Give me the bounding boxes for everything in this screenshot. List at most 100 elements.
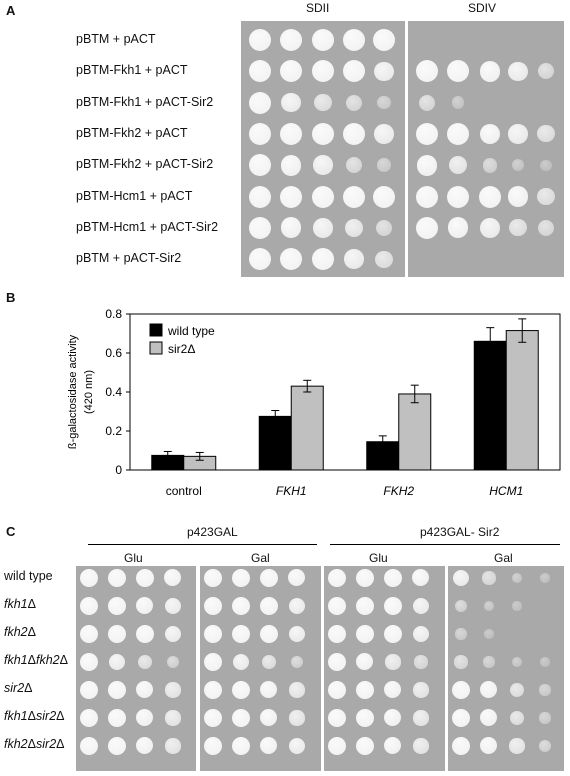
c-row-label: fkh1Δsir2Δ <box>4 709 65 723</box>
colony-spot <box>540 573 550 583</box>
colony-spot <box>280 60 302 83</box>
colony-spot <box>511 656 523 668</box>
colony-spot <box>448 156 468 175</box>
bar-fkh2-1 <box>398 393 432 471</box>
colony-spot <box>204 681 222 699</box>
colony-spot <box>328 737 346 755</box>
c-row-label: fkh2Δ <box>4 625 36 639</box>
colony-spot <box>447 60 469 83</box>
colony-spot <box>312 248 334 271</box>
column-label-sdii: SDII <box>306 1 330 15</box>
colony-spot <box>166 655 180 669</box>
colony-spot <box>447 122 469 145</box>
colony-spot <box>343 29 365 51</box>
colony-spot <box>416 122 438 145</box>
colony-spot <box>312 29 334 51</box>
colony-spot <box>538 739 552 753</box>
colony-spot <box>260 737 278 755</box>
colony-spot <box>232 625 250 643</box>
colony-spot <box>384 569 402 587</box>
subgroup-label-gal-2: Gal <box>494 551 513 565</box>
a-row-label: pBTM-Hcm1 + pACT-Sir2 <box>76 219 219 234</box>
colony-spot <box>343 185 365 208</box>
colony-spot <box>356 569 374 587</box>
colony-spot <box>537 125 555 143</box>
a-row-label: pBTM-Fkh1 + pACT <box>76 63 188 78</box>
colony-spot <box>377 95 391 110</box>
colony-spot <box>375 250 393 268</box>
colony-spot <box>288 625 305 642</box>
colony-spot <box>204 709 222 727</box>
colony-spot <box>108 709 126 727</box>
y-axis-label-unit: (420 nm) <box>83 370 95 414</box>
colony-spot <box>165 738 181 754</box>
colony-spot <box>356 709 374 727</box>
colony-spot <box>507 186 529 207</box>
colony-spot <box>373 185 395 208</box>
colony-spot <box>108 737 126 755</box>
colony-spot <box>384 681 402 699</box>
colony-spot <box>480 681 498 699</box>
colony-spot <box>455 628 467 640</box>
colony-spot <box>413 738 429 754</box>
colony-spot <box>482 571 496 585</box>
colony-spot <box>280 122 302 145</box>
c-row-label: fkh1Δ <box>4 597 36 611</box>
legend-label: wild type <box>167 324 215 338</box>
plate-gal-2 <box>448 566 564 771</box>
colony-spot <box>454 599 468 613</box>
a-row-label: pBTM-Hcm1 + pACT <box>76 188 193 203</box>
colony-spot <box>540 159 552 171</box>
colony-spot <box>413 710 429 726</box>
colony-spot <box>509 682 524 697</box>
legend-swatch <box>149 323 163 337</box>
colony-spot <box>416 185 438 208</box>
colony-spot <box>136 625 154 643</box>
colony-spot <box>346 94 362 111</box>
colony-spot <box>312 60 334 83</box>
colony-spot <box>136 709 154 727</box>
colony-spot <box>136 569 154 587</box>
colony-spot <box>540 657 550 667</box>
colony-spot <box>374 61 394 82</box>
colony-spot <box>328 569 346 587</box>
colony-spot <box>479 60 501 82</box>
colony-spot <box>289 710 305 726</box>
colony-spot <box>313 155 333 175</box>
colony-spot <box>281 92 301 113</box>
a-row-label: pBTM-Fkh1 + pACT-Sir2 <box>76 94 214 109</box>
colony-spot <box>484 629 494 639</box>
group-line-p423gal <box>88 544 317 545</box>
colony-spot <box>356 625 374 643</box>
colony-spot <box>260 709 278 727</box>
colony-spot <box>232 653 249 670</box>
colony-spot <box>537 187 555 206</box>
colony-spot <box>419 94 435 111</box>
colony-spot <box>384 737 402 755</box>
colony-spot <box>261 654 276 669</box>
colony-spot <box>416 216 438 239</box>
group-label-p423gal-sir2: p423GAL- Sir2 <box>420 525 500 539</box>
colony-spot <box>80 737 98 755</box>
colony-spot <box>165 682 181 698</box>
colony-spot <box>512 601 522 611</box>
colony-spot <box>480 709 498 727</box>
colony-spot <box>483 656 495 668</box>
x-tick-label: HCM1 <box>489 484 523 498</box>
colony-spot <box>447 217 469 239</box>
colony-spot <box>356 597 374 615</box>
y-axis-label: ß-galactosidase activity <box>67 334 79 449</box>
colony-spot <box>416 154 438 176</box>
colony-spot <box>373 29 395 51</box>
colony-spot <box>483 600 495 612</box>
colony-spot <box>346 157 362 174</box>
colony-spot <box>280 29 302 51</box>
colony-spot <box>344 249 364 269</box>
colony-spot <box>356 681 374 699</box>
a-row-label: pBTM + pACT <box>76 32 156 46</box>
colony-spot <box>260 597 278 615</box>
colony-spot <box>108 625 126 643</box>
subgroup-label-glu-2: Glu <box>369 551 388 565</box>
colony-spot <box>164 569 182 587</box>
x-tick-label: FKH1 <box>276 484 307 498</box>
